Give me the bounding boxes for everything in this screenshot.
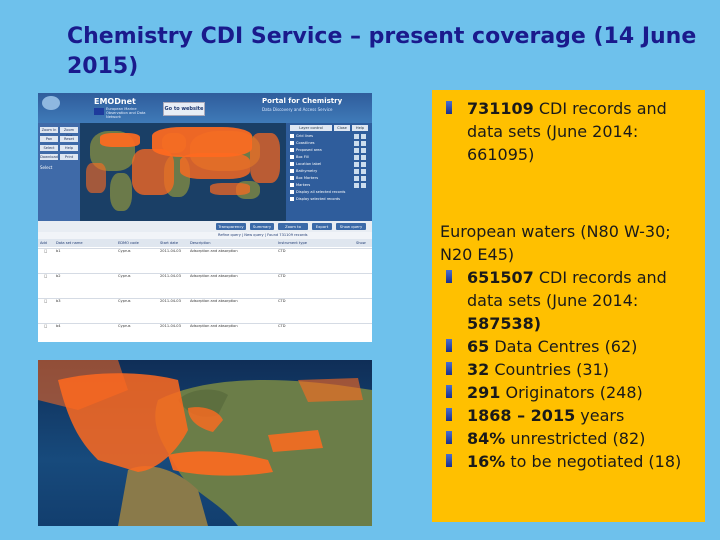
slide-title: Chemistry CDI Service – present coverage… [67, 24, 697, 79]
bullet-square-icon [446, 101, 452, 114]
download-button[interactable]: Download [40, 154, 58, 160]
world-map[interactable] [80, 123, 286, 221]
stats-item: 16% to be negotiated (18) [440, 450, 702, 473]
layer-row[interactable]: Display selected records [290, 196, 370, 203]
europe-map-graphic [38, 360, 372, 526]
results-navigation: Refine query | New query | Found 731109 … [38, 232, 372, 239]
transparency-button[interactable]: Transparency [216, 223, 246, 230]
emodnet-logo-text: EMODnet [94, 97, 136, 106]
zoom-to-selection-button[interactable]: Zoom to selection [278, 223, 308, 236]
map-tools-panel: Zoom In Zoom Out Pan Reset Select Help D… [38, 123, 80, 221]
bullet-square-icon [446, 270, 452, 283]
table-row[interactable]: □ b3 Cyprus 2011-04-03 Adsorption and ab… [38, 298, 372, 323]
layer-row[interactable]: Proposed area [290, 147, 370, 154]
go-to-website-button[interactable]: Go to website [163, 102, 205, 116]
bullet-square-icon [446, 408, 452, 421]
summary-button[interactable]: Summary [250, 223, 274, 230]
stats-item-total: 731109 CDI records and data sets (June 2… [440, 97, 702, 166]
stats-region-label: European waters (N80 W-30; N20 E45) [440, 222, 671, 264]
zoom-out-button[interactable]: Zoom Out [60, 127, 78, 138]
portal-title: Portal for Chemistry [262, 97, 343, 105]
export-button[interactable]: Export [312, 223, 332, 230]
stats-item: 84% unrestricted (82) [440, 427, 702, 450]
stats-item: 651507 CDI records and data sets (June 2… [440, 266, 702, 335]
layer-row[interactable]: Location label [290, 161, 370, 168]
layer-row[interactable]: Box Markers [290, 175, 370, 182]
layer-row[interactable]: Display all selected records [290, 189, 370, 196]
stats-panel [432, 90, 705, 522]
show-query-button[interactable]: Show query [336, 223, 366, 230]
layer-row[interactable]: Grid lines [290, 133, 370, 140]
stats-item: 1868 – 2015 years [440, 404, 702, 427]
tab-layer-control[interactable]: Layer control [290, 125, 332, 131]
zoom-in-button[interactable]: Zoom In [40, 127, 58, 133]
select-label: Select [40, 165, 53, 170]
eu-flag-icon [94, 108, 104, 115]
layer-row[interactable]: Box Fill [290, 154, 370, 161]
layer-row[interactable]: Bathymetry [290, 168, 370, 175]
help-button[interactable]: Help [60, 145, 78, 151]
table-row[interactable]: □ b2 Cyprus 2011-04-03 Adsorption and ab… [38, 273, 372, 298]
portal-subtitle: Data Discovery and Access Service [262, 107, 333, 112]
bullet-square-icon [446, 431, 452, 444]
europe-coverage-map [38, 360, 372, 526]
eu-label: European Marine Observation and Data Net… [106, 107, 146, 119]
table-row[interactable]: □ b1 Cyprus 2011-04-03 Adsorption and ab… [38, 248, 372, 273]
stats-item: 32 Countries (31) [440, 358, 702, 381]
stats-item: 291 Originators (248) [440, 381, 702, 404]
portal-header: EMODnet European Marine Observation and … [38, 93, 372, 123]
layer-row[interactable]: Markers [290, 182, 370, 189]
layer-control-panel: Layer control Close Help Grid lines Coas… [286, 123, 372, 221]
emodnet-logo-icon [42, 96, 60, 110]
print-button[interactable]: Print [60, 154, 78, 160]
stats-item: 65 Data Centres (62) [440, 335, 702, 358]
results-table-header: Add Data set name EDMO code Start date D… [38, 239, 372, 247]
bullet-square-icon [446, 454, 452, 467]
stats-list: 731109 CDI records and data sets (June 2… [440, 97, 702, 473]
bullet-square-icon [446, 339, 452, 352]
tab-help[interactable]: Help [352, 125, 368, 131]
table-row[interactable]: □ b4 Cyprus 2011-04-03 Adsorption and ab… [38, 323, 372, 342]
layer-row[interactable]: Coastlines [290, 140, 370, 147]
select-button[interactable]: Select [40, 145, 58, 151]
portal-screenshot: EMODnet European Marine Observation and … [38, 93, 372, 342]
pan-button[interactable]: Pan [40, 136, 58, 142]
bullet-square-icon [446, 385, 452, 398]
bullet-square-icon [446, 362, 452, 375]
reset-button[interactable]: Reset [60, 136, 78, 142]
map-action-bar: Transparency Summary Zoom to selection E… [38, 221, 372, 236]
tab-close[interactable]: Close [334, 125, 350, 131]
